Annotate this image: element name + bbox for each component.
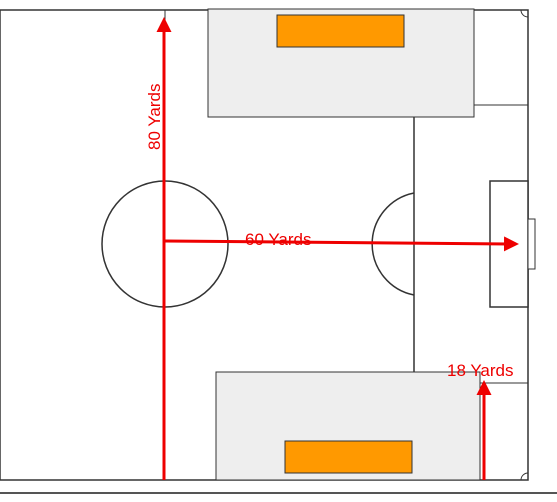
- width-label: 80 Yards: [145, 84, 164, 150]
- goal-mouth: [527, 218, 536, 270]
- corner-arc-bottom: [520, 472, 529, 481]
- length-label: 60 Yards: [245, 230, 311, 249]
- length-arrow: [164, 236, 519, 252]
- top-goal: [276, 14, 405, 48]
- offset-label: 18 Yards: [447, 361, 513, 380]
- corner-arc-top: [520, 9, 529, 18]
- bottom-goal: [284, 440, 413, 474]
